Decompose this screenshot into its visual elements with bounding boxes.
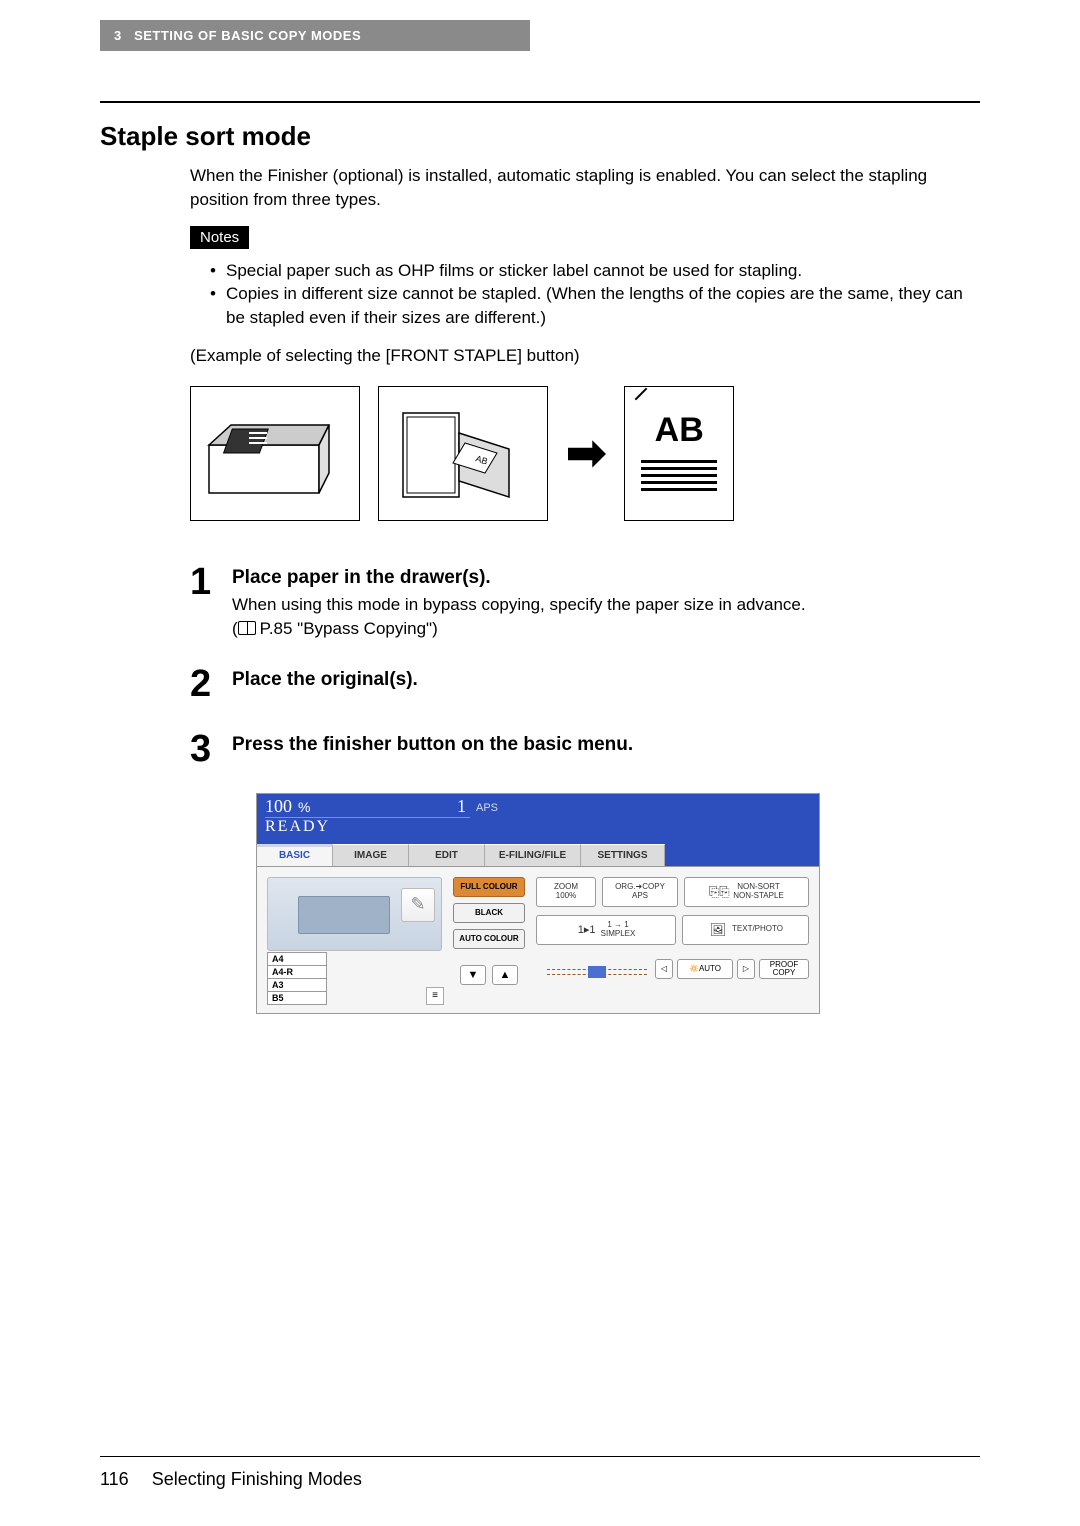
example-line: (Example of selecting the [FRONT STAPLE]… bbox=[190, 346, 980, 366]
orig-copy-button[interactable]: ORG.➜COPYAPS bbox=[602, 877, 678, 907]
density-indicator-icon bbox=[588, 966, 606, 978]
colour-down-button[interactable]: ▼ bbox=[460, 965, 486, 985]
text-photo-button[interactable]: 🖼 TEXT/PHOTO bbox=[682, 915, 809, 945]
tab-efiling[interactable]: E-FILING/FILE bbox=[485, 844, 581, 866]
sort-icon: ⎘⎘ bbox=[709, 882, 729, 902]
copier-illustration-2: AB bbox=[378, 386, 548, 521]
book-icon bbox=[238, 621, 256, 635]
finisher-button[interactable]: ⎘⎘ NON-SORTNON-STAPLE bbox=[684, 877, 809, 907]
step-subtext: When using this mode in bypass copying, … bbox=[232, 593, 806, 617]
drawer-a3[interactable]: A3 bbox=[267, 978, 327, 992]
chapter-number: 3 bbox=[114, 28, 122, 43]
note-item: Copies in different size cannot be stapl… bbox=[210, 282, 980, 330]
menu-body: ✎ A4 A4-R A3 B5 ≡ FULL COLOUR BLACK AUTO… bbox=[257, 867, 819, 1013]
section-title: Staple sort mode bbox=[100, 121, 980, 152]
density-left-button[interactable]: ◁ bbox=[655, 959, 673, 979]
tab-settings[interactable]: SETTINGS bbox=[581, 844, 665, 866]
tab-image[interactable]: IMAGE bbox=[333, 844, 409, 866]
tab-spacer bbox=[665, 844, 819, 866]
output-text: AB bbox=[655, 411, 704, 450]
finisher-label: NON-SORTNON-STAPLE bbox=[733, 883, 784, 901]
textphoto-icon: 🖼 bbox=[708, 920, 728, 940]
tab-basic[interactable]: BASIC bbox=[257, 844, 333, 866]
zoom-percent-label: % bbox=[298, 799, 310, 815]
simplex-button[interactable]: 1▸1 1 → 1SIMPLEX bbox=[536, 915, 676, 945]
step-title: Place paper in the drawer(s). bbox=[232, 567, 806, 589]
step-3: 3 Press the finisher button on the basic… bbox=[190, 728, 980, 771]
step-title: Place the original(s). bbox=[232, 669, 418, 691]
drawer-a4r[interactable]: A4-R bbox=[267, 965, 327, 979]
output-lines-icon bbox=[641, 456, 717, 495]
tab-edit[interactable]: EDIT bbox=[409, 844, 485, 866]
colour-up-button[interactable]: ▲ bbox=[492, 965, 518, 985]
note-item: Special paper such as OHP films or stick… bbox=[210, 259, 980, 283]
notes-label: Notes bbox=[190, 226, 249, 249]
copies-value: 1 bbox=[420, 796, 470, 818]
orig-copy-label: ORG.➜COPYAPS bbox=[615, 883, 665, 901]
staple-mark-icon bbox=[635, 388, 648, 401]
step-reference: (P.85 "Bypass Copying") bbox=[232, 617, 806, 641]
menu-screenshot: 100 % 1 APS READY BASIC IMAGE EDIT E-FIL… bbox=[256, 793, 820, 1014]
status-ready: READY bbox=[265, 818, 504, 836]
simplex-icon: 1▸1 bbox=[577, 920, 597, 940]
full-colour-button[interactable]: FULL COLOUR bbox=[453, 877, 525, 897]
drawer-a4[interactable]: A4 bbox=[267, 952, 327, 966]
drawer-list: A4 A4-R A3 B5 bbox=[267, 953, 327, 1005]
aps-label: APS bbox=[470, 798, 504, 818]
notes-list: Special paper such as OHP films or stick… bbox=[210, 259, 980, 330]
black-button[interactable]: BLACK bbox=[453, 903, 525, 923]
step-number: 3 bbox=[190, 728, 220, 771]
bypass-tray-icon[interactable]: ✎ bbox=[401, 888, 435, 922]
options-column: ZOOM100% ORG.➜COPYAPS ⎘⎘ NON-SORTNON-STA… bbox=[536, 877, 809, 1005]
section-intro: When the Finisher (optional) is installe… bbox=[190, 164, 980, 212]
copier-illustration-1 bbox=[190, 386, 360, 521]
drawer-b5[interactable]: B5 bbox=[267, 991, 327, 1005]
simplex-label: 1 → 1SIMPLEX bbox=[601, 921, 636, 939]
chapter-header: 3 SETTING OF BASIC COPY MODES bbox=[100, 20, 530, 51]
proof-copy-button[interactable]: PROOFCOPY bbox=[759, 959, 809, 979]
step-number: 2 bbox=[190, 663, 220, 706]
zoom-button-label: ZOOM100% bbox=[554, 883, 578, 901]
footer-title: Selecting Finishing Modes bbox=[152, 1469, 362, 1489]
text-photo-label: TEXT/PHOTO bbox=[732, 925, 783, 934]
zoom-button[interactable]: ZOOM100% bbox=[536, 877, 596, 907]
density-scale bbox=[547, 969, 647, 975]
menu-header: 100 % 1 APS READY bbox=[257, 794, 819, 844]
page-footer: 116 Selecting Finishing Modes bbox=[100, 1456, 980, 1490]
illustration-row: AB ➡ AB bbox=[190, 386, 980, 521]
step-1: 1 Place paper in the drawer(s). When usi… bbox=[190, 561, 980, 641]
output-sample: AB bbox=[624, 386, 734, 521]
colour-column: FULL COLOUR BLACK AUTO COLOUR ▼ ▲ bbox=[450, 877, 528, 1005]
drawer-list-icon[interactable]: ≡ bbox=[426, 987, 444, 1005]
step-number: 1 bbox=[190, 561, 220, 641]
step-2: 2 Place the original(s). bbox=[190, 663, 980, 706]
chapter-title: SETTING OF BASIC COPY MODES bbox=[134, 28, 361, 43]
density-right-button[interactable]: ▷ bbox=[737, 959, 755, 979]
zoom-value: 100 bbox=[265, 796, 292, 817]
section-rule bbox=[100, 101, 980, 103]
auto-colour-button[interactable]: AUTO COLOUR bbox=[453, 929, 525, 949]
arrow-icon: ➡ bbox=[566, 425, 606, 481]
step-title: Press the finisher button on the basic m… bbox=[232, 734, 633, 756]
auto-density-button[interactable]: 🔅 AUTO bbox=[677, 959, 733, 979]
page-number: 116 bbox=[100, 1469, 129, 1489]
printer-icon[interactable]: ✎ bbox=[267, 877, 442, 951]
tab-row: BASIC IMAGE EDIT E-FILING/FILE SETTINGS bbox=[257, 844, 819, 867]
